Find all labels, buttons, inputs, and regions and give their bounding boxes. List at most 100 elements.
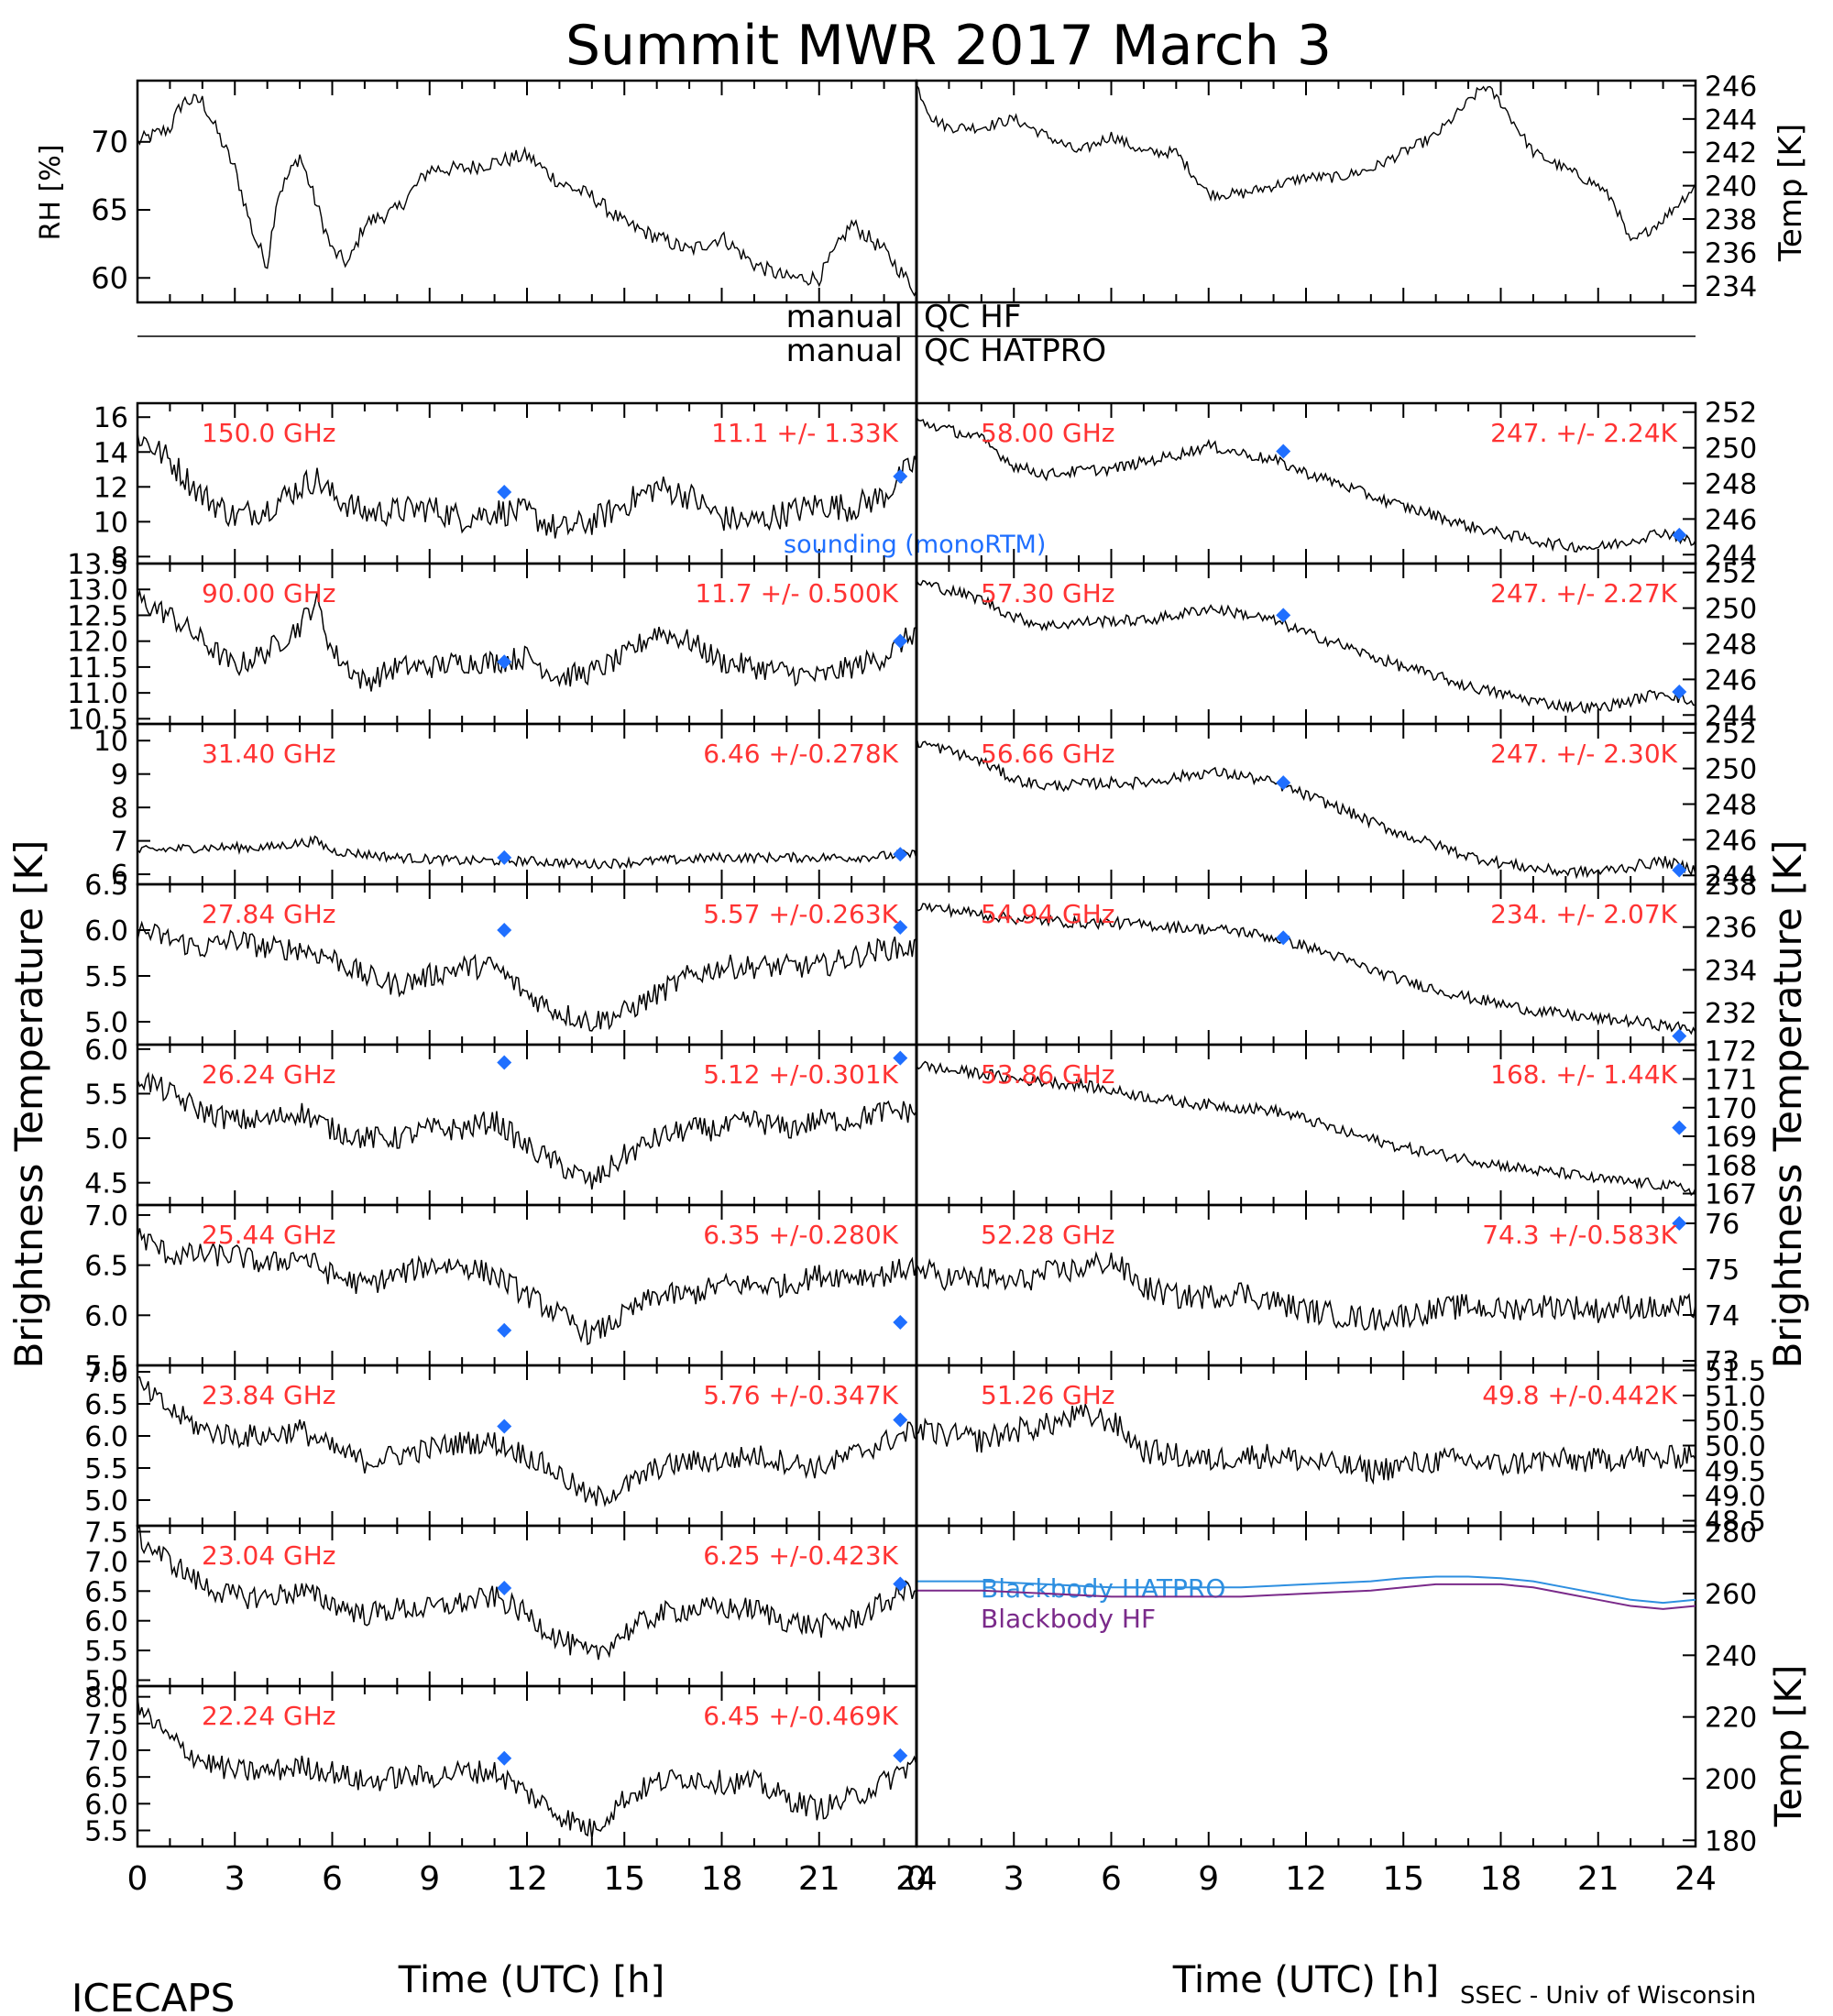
data-trace [137, 433, 917, 539]
y-tick-label: 48.5 [1705, 1507, 1766, 1539]
channel-label: 27.84 GHz [202, 899, 336, 929]
y-tick-label: 260 [1705, 1579, 1757, 1611]
channel-label: 25.44 GHz [202, 1220, 336, 1250]
sounding-point [1276, 775, 1291, 791]
sounding-point [893, 1314, 908, 1330]
y-tick-label: 234 [1705, 955, 1757, 987]
x-axis-label-right: Time (UTC) [h] [1172, 1959, 1439, 2001]
y-tick-label: 50.0 [1705, 1431, 1766, 1463]
y-tick-label: 5.5 [84, 1636, 128, 1668]
x-tick-label: 24 [1674, 1860, 1717, 1898]
y-tick-label: 171 [1705, 1065, 1757, 1097]
sounding-point [893, 633, 908, 649]
y-axis-label-temp-top: Temp [K] [1773, 124, 1809, 262]
y-tick-label: 16 [93, 402, 128, 434]
channel-label: 56.66 GHz [981, 739, 1115, 769]
y-tick-label: 7.5 [84, 1709, 128, 1741]
y-tick-label: 8 [111, 542, 128, 574]
y-tick-label: 10.5 [67, 704, 128, 736]
series-line [916, 1575, 1696, 1605]
x-tick-label: 9 [1198, 1860, 1219, 1898]
y-tick-label: 244 [1705, 700, 1757, 732]
y-tick-label: 10 [93, 726, 128, 758]
y-tick-label: 169 [1705, 1122, 1757, 1154]
y-tick-label: 220 [1705, 1703, 1757, 1735]
y-tick-label: 49.0 [1705, 1481, 1766, 1513]
sounding-point [893, 920, 908, 935]
channel-stat: 168. +/- 1.44K [1490, 1059, 1677, 1090]
data-trace [137, 93, 917, 297]
sounding-point [497, 849, 512, 865]
channel-label: 52.28 GHz [981, 1220, 1115, 1250]
x-tick-label: 15 [603, 1860, 645, 1898]
y-tick-label: 7.0 [84, 1736, 128, 1768]
y-tick-label: 252 [1705, 398, 1757, 430]
sounding-point [497, 485, 512, 500]
y-tick-label: 14 [93, 437, 128, 469]
panel-bt23_04: 5.05.56.06.57.07.5 23.04 GHz 6.25 +/-0.423… [84, 1517, 918, 1698]
y-tick-label: 246 [1705, 71, 1757, 103]
y-tick-label: 6.5 [84, 1389, 128, 1421]
channel-stat: 6.46 +/-0.278K [703, 739, 898, 769]
channel-stat: 11.1 +/- 1.33K [711, 418, 898, 448]
qc-hatpro-label: QC HATPRO [924, 333, 1106, 369]
y-tick-label: 8 [111, 793, 128, 825]
panel-bt90: 10.511.011.512.012.513.013.5 90.00 GHz 11.… [67, 549, 918, 736]
channel-label: 23.04 GHz [202, 1540, 336, 1571]
y-tick-label: 250 [1705, 754, 1757, 786]
y-tick-label: 60 [91, 260, 128, 295]
y-tick-label: 74 [1705, 1300, 1740, 1332]
panel-bt22_24: 5.56.06.57.07.58.0 22.24 GHz 6.45 +/-0.469… [84, 1682, 918, 1848]
sounding-point [893, 1050, 908, 1066]
x-tick-label: 0 [127, 1860, 148, 1898]
data-trace [137, 920, 917, 1032]
data-trace [137, 1695, 917, 1840]
footer-right: SSEC - Univ of Wisconsin [1460, 1982, 1756, 2010]
data-trace [137, 1376, 917, 1508]
panel-frame [136, 79, 918, 304]
data-trace [916, 579, 1696, 715]
y-tick-label: 248 [1705, 790, 1757, 822]
sounding-point [497, 1750, 512, 1766]
data-trace [137, 835, 917, 870]
y-tick-label: 252 [1705, 558, 1757, 590]
sounding-point [893, 1412, 908, 1428]
series-legend-label: Blackbody HATPRO [981, 1573, 1225, 1604]
y-tick-label: 172 [1705, 1035, 1757, 1068]
channel-label: 22.24 GHz [202, 1701, 336, 1731]
data-trace [916, 737, 1696, 880]
y-tick-label: 244 [1705, 540, 1757, 572]
y-tick-label: 7 [111, 827, 128, 859]
channel-stat: 6.25 +/-0.423K [703, 1540, 898, 1571]
chart-title: Summit MWR 2017 March 3 [565, 14, 1332, 78]
y-tick-label: 6.0 [84, 1421, 128, 1453]
x-tick-label: 12 [506, 1860, 548, 1898]
panel-bt26: 4.5 5.0 5.5 6.0 26.24 GHz 5.12 +/-0.301K [84, 1035, 918, 1207]
y-tick-label: 51.0 [1705, 1381, 1766, 1413]
sounding-point [1672, 1216, 1687, 1231]
channel-stat: 247. +/- 2.24K [1490, 418, 1677, 448]
y-tick-label: 12.5 [67, 600, 128, 632]
y-tick-label: 6.0 [84, 1789, 128, 1821]
y-tick-label: 6.0 [84, 1300, 128, 1332]
sounding-point [1672, 1120, 1687, 1135]
series-legend-label: Blackbody HF [981, 1604, 1156, 1634]
panel-rh: 60 65 70 [91, 79, 918, 304]
x-tick-label: 9 [419, 1860, 440, 1898]
x-tick-label: 3 [225, 1860, 246, 1898]
y-tick-label: 5.5 [84, 1079, 128, 1111]
sounding-point [893, 1748, 908, 1763]
panel-bt25: 5.5 6.0 6.5 7.0 25.44 GHz 6.35 +/-0.280K [84, 1200, 918, 1383]
y-tick-label: 5.5 [84, 1453, 128, 1485]
y-tick-label: 248 [1705, 469, 1757, 501]
sounding-legend-label: sounding (monoRTM) [784, 531, 1046, 559]
x-tick-label: 12 [1285, 1860, 1327, 1898]
y-tick-label: 280 [1705, 1517, 1757, 1550]
y-tick-label: 5.0 [84, 1666, 128, 1698]
x-tick-label: 24 [895, 1860, 938, 1898]
panel-blackbody: 180 200 220 240 260 280 Blackbody HATPROBlackb… [915, 1517, 1757, 1857]
sounding-point [1672, 862, 1687, 878]
